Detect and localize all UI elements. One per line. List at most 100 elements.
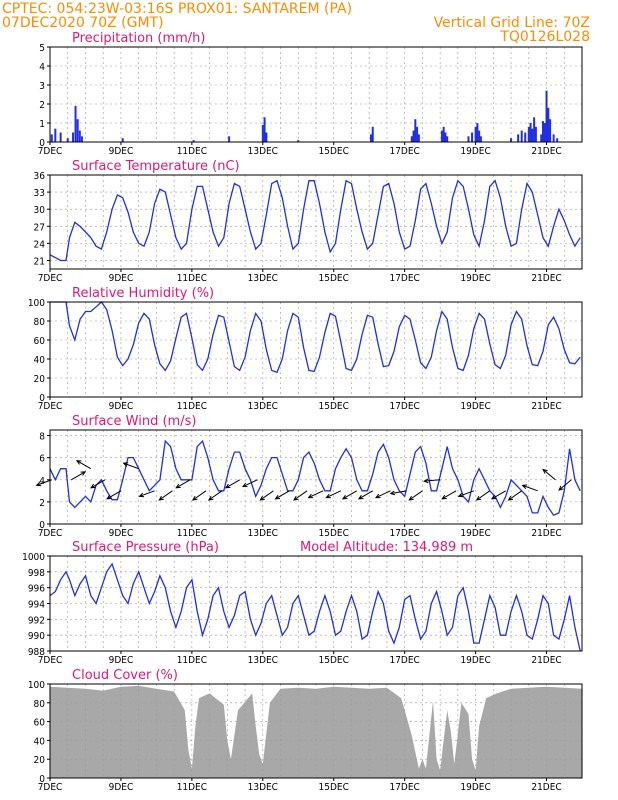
panel-title: Surface Temperature (nC) bbox=[72, 159, 240, 174]
wind-arrow-shaft bbox=[260, 490, 274, 501]
precip-bar bbox=[297, 140, 300, 142]
wind-arrow bbox=[389, 490, 407, 496]
wind-arrow-shaft bbox=[558, 479, 572, 491]
x-tick-label: 11DEC bbox=[177, 655, 207, 666]
y-tick-label: 5 bbox=[39, 43, 45, 54]
x-tick-label: 19DEC bbox=[460, 273, 490, 284]
wind-arrow bbox=[490, 490, 506, 500]
wind-arrow bbox=[475, 490, 491, 501]
wind-line bbox=[49, 439, 581, 517]
wind-arrow-head bbox=[441, 494, 447, 500]
panel-title: Cloud Cover (%) bbox=[72, 668, 178, 683]
precip-bar bbox=[412, 130, 415, 142]
header-model-id: TQ0126L028 bbox=[499, 29, 590, 45]
wind-arrow-head bbox=[293, 495, 299, 501]
precip-bar bbox=[228, 136, 231, 142]
wind-arrow-shaft bbox=[139, 490, 155, 497]
wind-arrow-head bbox=[521, 484, 528, 489]
panel-frame bbox=[49, 301, 583, 398]
x-tick-label: 21DEC bbox=[531, 401, 561, 412]
x-tick-label: 13DEC bbox=[248, 782, 278, 793]
x-tick-label: 17DEC bbox=[389, 528, 419, 539]
x-tick-label: 17DEC bbox=[389, 273, 419, 284]
x-tick-label: 9DEC bbox=[109, 146, 134, 157]
wind-arrow-shaft bbox=[491, 490, 506, 500]
x-tick-label: 9DEC bbox=[109, 655, 134, 666]
x-tick-label: 15DEC bbox=[319, 146, 349, 157]
wind-arrow-shaft bbox=[192, 490, 207, 501]
precip-bar bbox=[263, 117, 266, 142]
wind-arrow-shaft bbox=[424, 479, 441, 482]
x-tick-label: 9DEC bbox=[109, 401, 134, 412]
x-tick-label: 21DEC bbox=[531, 528, 561, 539]
y-tick-label: 2 bbox=[39, 100, 45, 111]
y-tick-label: 60 bbox=[34, 718, 46, 729]
precip-bar bbox=[549, 119, 552, 142]
precip-bar bbox=[369, 134, 372, 142]
precip-bar bbox=[547, 107, 550, 142]
cloud-cover-area bbox=[50, 685, 582, 778]
wind-arrow bbox=[158, 490, 173, 501]
precip-bar bbox=[524, 132, 527, 142]
precip-bar bbox=[59, 132, 62, 142]
precip-bar bbox=[531, 128, 534, 142]
y-tick-label: 0 bbox=[39, 393, 45, 404]
precip-bar bbox=[446, 136, 449, 142]
wind-arrow-shaft bbox=[158, 490, 173, 501]
y-tick-label: 30 bbox=[34, 205, 46, 216]
x-tick-label: 19DEC bbox=[460, 146, 490, 157]
y-tick-label: 3 bbox=[39, 81, 45, 92]
wind-arrow bbox=[75, 460, 92, 470]
y-tick-label: 0 bbox=[39, 774, 45, 785]
x-tick-label: 11DEC bbox=[177, 146, 207, 157]
wind-arrow-shaft bbox=[375, 490, 391, 499]
wind-arrow-shaft bbox=[542, 469, 556, 481]
y-tick-label: 992 bbox=[28, 615, 45, 626]
wind-arrow bbox=[441, 490, 457, 500]
y-tick-label: 2 bbox=[39, 498, 45, 509]
wind-arrow bbox=[224, 479, 240, 489]
x-tick-label: 7DEC bbox=[38, 273, 63, 284]
y-tick-label: 1 bbox=[39, 119, 45, 130]
wind-arrow-head bbox=[106, 494, 112, 500]
wind-arrow-head bbox=[475, 495, 482, 501]
precip-bar bbox=[474, 126, 477, 142]
x-tick-label: 11DEC bbox=[177, 401, 207, 412]
wind-arrow-shaft bbox=[175, 479, 191, 489]
wind-arrow-head bbox=[423, 478, 429, 484]
x-tick-label: 11DEC bbox=[177, 782, 207, 793]
wind-arrow-head bbox=[357, 494, 364, 500]
wind-arrow bbox=[357, 490, 373, 500]
wind-arrow-shaft bbox=[90, 479, 106, 489]
precip-bar bbox=[80, 136, 83, 142]
wind-arrow bbox=[138, 490, 155, 498]
wind-arrow-head bbox=[90, 483, 96, 489]
x-tick-label: 17DEC bbox=[389, 782, 419, 793]
x-tick-label: 21DEC bbox=[531, 146, 561, 157]
wind-arrow bbox=[558, 479, 572, 491]
y-tick-label: 4 bbox=[39, 62, 45, 73]
panel-frame bbox=[49, 683, 583, 779]
wind-arrow bbox=[341, 490, 358, 500]
y-tick-label: 40 bbox=[34, 736, 46, 747]
precip-bar bbox=[520, 130, 523, 142]
x-tick-label: 7DEC bbox=[38, 528, 63, 539]
precip-bar bbox=[540, 134, 543, 142]
x-tick-label: 19DEC bbox=[460, 528, 490, 539]
x-tick-label: 21DEC bbox=[531, 655, 561, 666]
x-tick-label: 19DEC bbox=[460, 655, 490, 666]
precip-bar bbox=[66, 138, 69, 142]
wind-arrow-shaft bbox=[476, 490, 491, 501]
wind-arrow-head bbox=[35, 481, 42, 487]
temperature-line bbox=[49, 179, 581, 262]
y-tick-label: 6 bbox=[39, 454, 45, 465]
wind-arrow-shaft bbox=[71, 471, 86, 481]
y-tick-label: 24 bbox=[34, 239, 46, 250]
y-tick-label: 1000 bbox=[22, 552, 45, 563]
x-tick-label: 15DEC bbox=[319, 273, 349, 284]
wind-arrow-shaft bbox=[326, 490, 342, 499]
y-tick-label: 0 bbox=[39, 138, 45, 149]
precip-bar bbox=[471, 132, 474, 142]
x-tick-label: 13DEC bbox=[248, 146, 278, 157]
wind-arrow-head bbox=[542, 468, 548, 474]
